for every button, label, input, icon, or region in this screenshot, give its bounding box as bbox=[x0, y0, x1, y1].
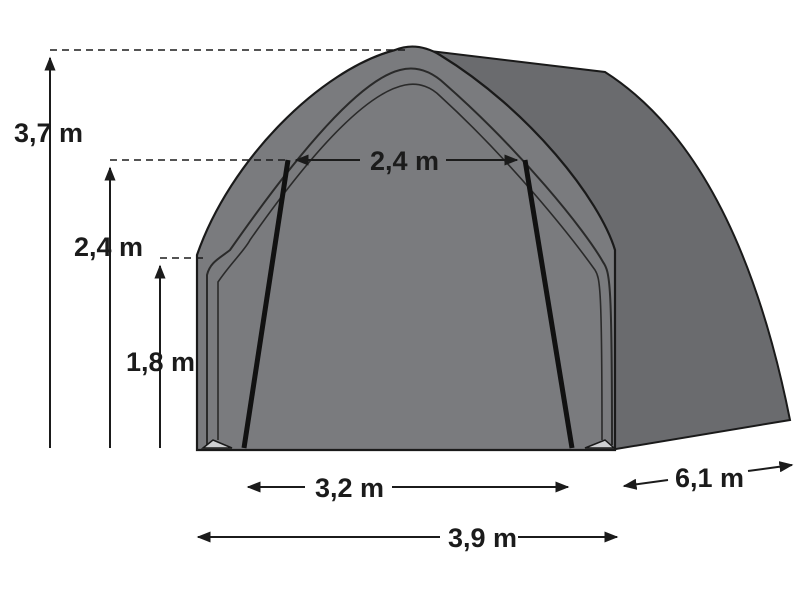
foot-left bbox=[200, 439, 233, 449]
shelter-illustration bbox=[195, 45, 792, 452]
label-total-height: 3,7 m bbox=[14, 118, 83, 148]
frame-arch bbox=[206, 67, 613, 446]
vertical-dimensions bbox=[44, 56, 166, 448]
arrow-length-right bbox=[747, 461, 794, 473]
dimension-labels: 3,7 m 2,4 m 1,8 m 2,4 m 3,2 m 3,9 m 6,1 … bbox=[14, 118, 744, 553]
label-door-top-width: 2,4 m bbox=[370, 146, 439, 176]
arrow-length-left bbox=[622, 478, 669, 490]
frame-arch-inner bbox=[217, 83, 603, 441]
label-door-bottom-width: 3,2 m bbox=[315, 473, 384, 503]
door-pole-right bbox=[522, 159, 575, 449]
label-length: 6,1 m bbox=[675, 463, 744, 493]
label-total-width: 3,9 m bbox=[448, 523, 517, 553]
foot-right bbox=[584, 439, 616, 449]
horizontal-dimensions bbox=[196, 154, 794, 543]
label-door-height: 2,4 m bbox=[74, 232, 143, 262]
dimension-guides bbox=[50, 49, 405, 259]
label-side-height: 1,8 m bbox=[126, 347, 195, 377]
door-pole-left bbox=[241, 159, 291, 449]
